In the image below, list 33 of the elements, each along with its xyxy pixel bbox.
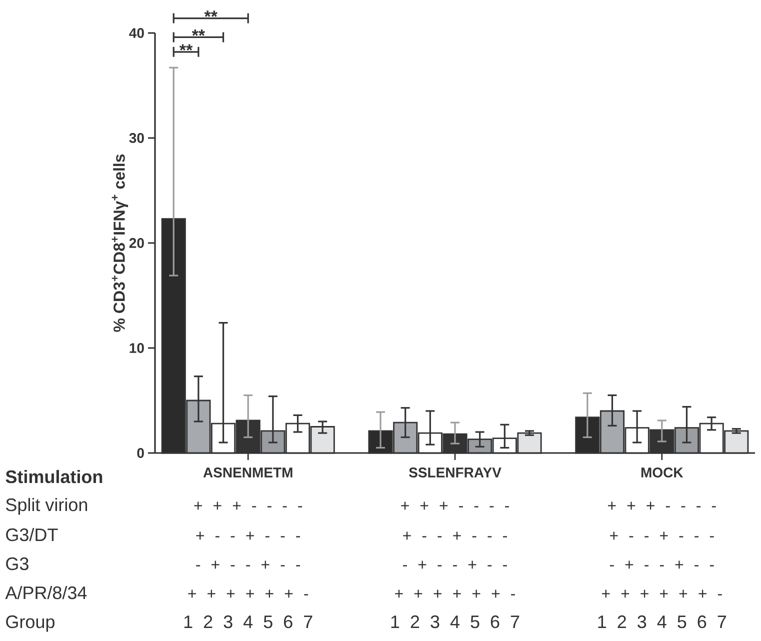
text: + - - + - - -: [610, 532, 714, 540]
y-tick-label: 0: [137, 448, 144, 458]
y-tick-label: 20: [129, 238, 144, 248]
text: Stimulation: [6, 470, 102, 484]
text: 1 2 3 4 5 6 7: [184, 615, 312, 628]
text: - + - - + - -: [196, 560, 300, 569]
annotation: **: [179, 44, 193, 51]
text: G3/DT: [6, 528, 58, 542]
text: + + + - - - -: [401, 502, 509, 510]
text: + + + + + + -: [395, 590, 515, 598]
text: 1 2 3 4 5 6 7: [391, 615, 520, 628]
annotation: **: [192, 30, 206, 36]
text: A/PR/8/34: [5, 586, 87, 600]
text: + + + - - - -: [194, 502, 302, 510]
y-tick-label: 30: [129, 133, 144, 143]
text: **: [204, 10, 218, 17]
text: + - - + - - -: [403, 532, 507, 540]
y-tick-label: 10: [130, 343, 144, 353]
text: + - - + - - -: [196, 532, 300, 540]
y-axis-title: % CD3$^{+}$CD8$^{+}$IFNγ$^{+}$ cells: [112, 154, 128, 332]
text: + + + + + + -: [602, 590, 722, 598]
x-tick-label: MOCK: [641, 468, 684, 478]
text: 1 2 3 4 5 6 7: [598, 615, 726, 628]
x-tick-label: ASNENMETM: [203, 468, 292, 478]
text: - + - - + - -: [403, 560, 507, 569]
x-tick-label: SSLENFRAYV: [408, 468, 502, 478]
text: - + - - + - -: [610, 560, 714, 569]
text: Group: [6, 615, 54, 632]
text: G3: [6, 557, 28, 570]
text: Split virion: [6, 498, 88, 515]
y-tick-label: 40: [129, 28, 144, 38]
text: + + + - - - -: [608, 502, 716, 510]
text: + + + + + + -: [188, 590, 308, 598]
